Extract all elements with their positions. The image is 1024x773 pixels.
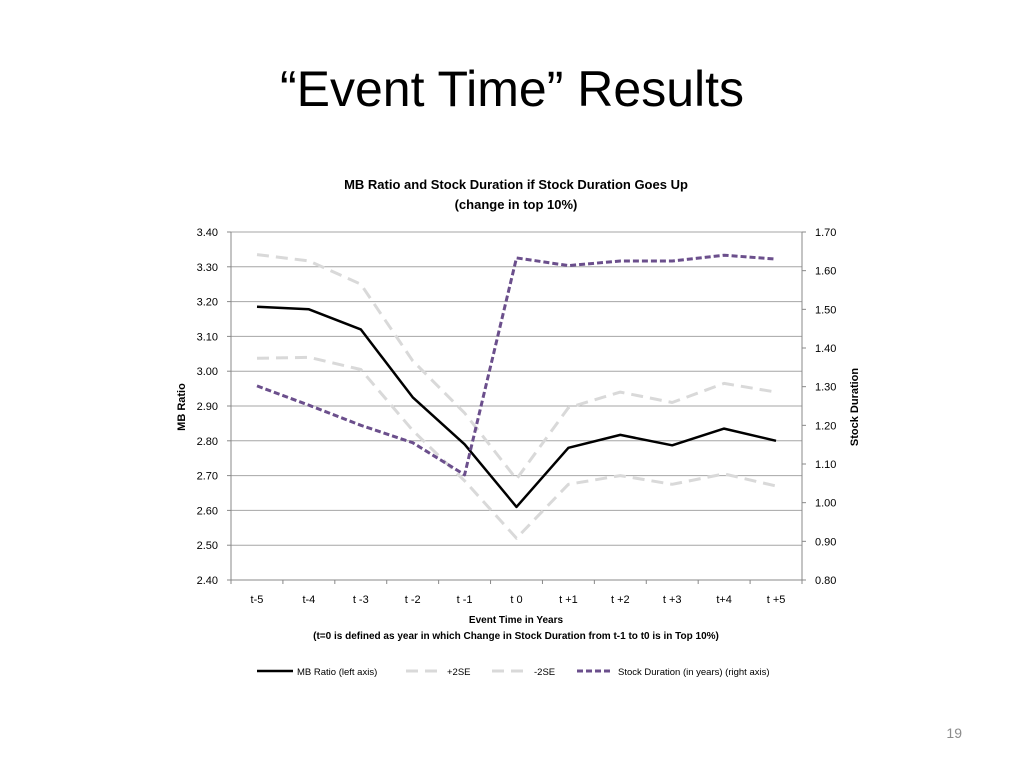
y2-tick-label: 1.10	[815, 459, 836, 471]
y2-tick-label: 0.80	[815, 575, 836, 587]
y-axis-label: MB Ratio	[176, 383, 188, 431]
chart-title: MB Ratio and Stock Duration if Stock Dur…	[344, 177, 688, 192]
y2-tick-label: 1.40	[815, 343, 836, 355]
y-tick-label: 2.90	[197, 401, 218, 413]
y-tick-label: 3.40	[197, 227, 218, 239]
x-axis-note: (t=0 is defined as year in which Change …	[313, 631, 719, 642]
x-tick-label: t-4	[302, 594, 315, 606]
page-number: 19	[946, 725, 962, 741]
series-line-2se	[256, 253, 777, 481]
x-axis-label: Event Time in Years	[469, 615, 564, 626]
y-tick-label: 2.50	[197, 540, 218, 552]
legend: MB Ratio (left axis) +2SE -2SE Stock Durati…	[257, 667, 770, 678]
series-lines	[256, 253, 777, 540]
series-line-2se	[256, 355, 777, 540]
y2-tick-label: 1.20	[815, 420, 836, 432]
x-tick-label: t-5	[251, 594, 264, 606]
y-tick-label: 2.40	[197, 575, 218, 587]
axes	[227, 231, 806, 584]
x-tick-label: t +3	[663, 594, 682, 606]
y-tick-label: 3.20	[197, 297, 218, 309]
y2-tick-label: 0.90	[815, 536, 836, 548]
chart-subtitle: (change in top 10%)	[455, 197, 578, 212]
gridlines	[231, 231, 802, 581]
y2-axis-label: Stock Duration	[849, 368, 861, 447]
y-tick-label: 3.30	[197, 262, 218, 274]
y-tick-label: 2.60	[197, 505, 218, 517]
series-line-mb-ratio-left-axis	[256, 305, 777, 509]
x-tick-label: t -3	[353, 594, 369, 606]
y2-tick-label: 1.30	[815, 382, 836, 394]
y-tick-label: 3.00	[197, 366, 218, 378]
y-tick-label: 3.10	[197, 331, 218, 343]
x-tick-label: t+4	[716, 594, 732, 606]
x-tick-label: t +1	[559, 594, 578, 606]
y2-tick-label: 1.60	[815, 266, 836, 278]
tick-labels: 2.40 2.50 2.60 2.70 2.80 2.90 3.00 3.10 3.20 3.30…	[197, 227, 837, 606]
y2-tick-label: 1.00	[815, 498, 836, 510]
x-tick-label: t +2	[611, 594, 630, 606]
slide-title: “Event Time” Results	[279, 61, 744, 117]
x-tick-label: t -2	[405, 594, 421, 606]
legend-label: +2SE	[447, 667, 471, 678]
y2-tick-label: 1.70	[815, 227, 836, 239]
y-tick-label: 2.80	[197, 436, 218, 448]
y-tick-label: 2.70	[197, 471, 218, 483]
x-tick-label: t -1	[457, 594, 473, 606]
y2-tick-label: 1.50	[815, 304, 836, 316]
x-tick-label: t +5	[767, 594, 786, 606]
x-tick-label: t 0	[510, 594, 522, 606]
legend-label: MB Ratio (left axis)	[297, 667, 377, 678]
legend-label: -2SE	[534, 667, 555, 678]
legend-label: Stock Duration (in years) (right axis)	[618, 667, 770, 678]
series-line-stock-duration-in-years-right-axis	[256, 253, 777, 477]
